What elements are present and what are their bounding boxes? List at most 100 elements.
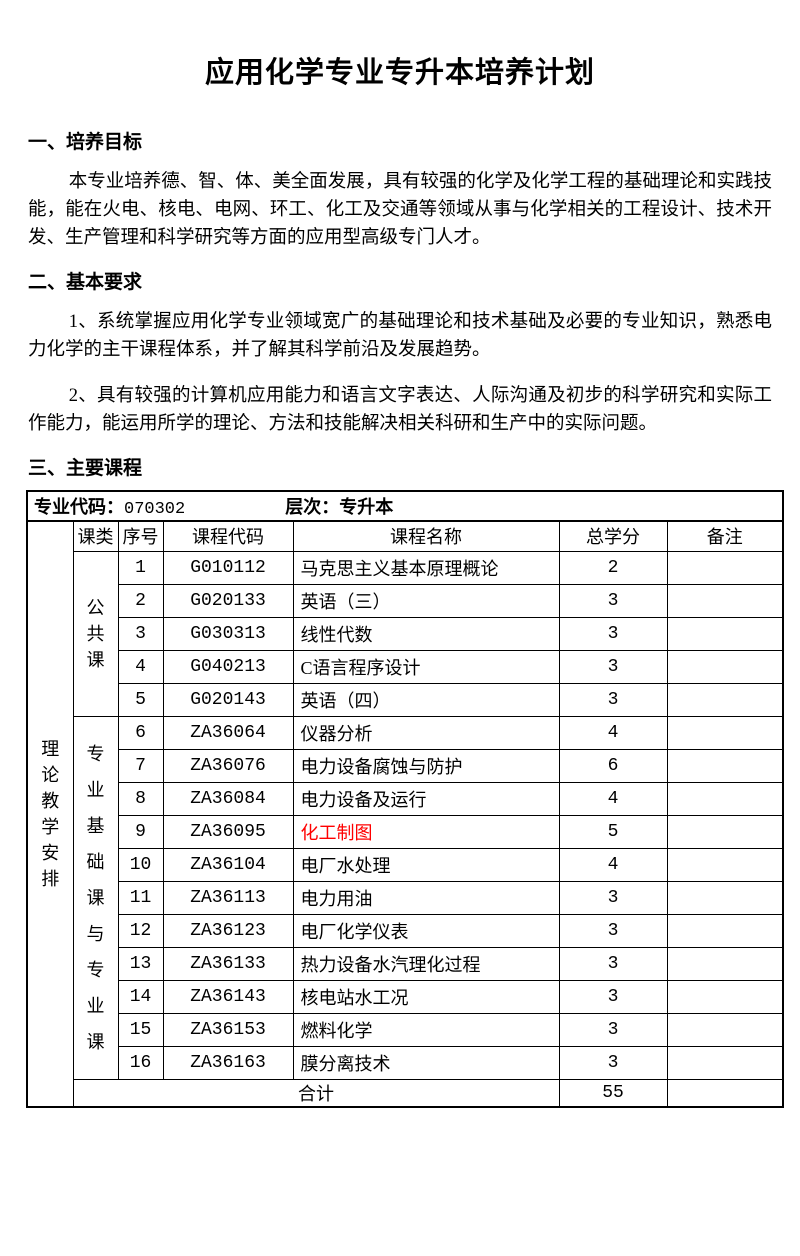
course-credits: 3 [558, 1045, 668, 1080]
course-row: 16 ZA36163 膜分离技术 3 [27, 1045, 784, 1080]
course-credits: 3 [558, 979, 668, 1014]
course-no: 2 [117, 583, 164, 618]
course-no: 7 [117, 748, 164, 783]
major-code-label: 专业代码： [34, 497, 124, 517]
paragraph-requirement-2: 2、具有较强的计算机应用能力和语言文字表达、人际沟通及初步的科学研究和实际工作能… [28, 386, 772, 434]
course-no: 4 [117, 649, 164, 684]
course-remark [666, 1012, 784, 1047]
course-code: ZA36143 [162, 979, 294, 1014]
course-remark [666, 781, 784, 816]
course-name: 电力设备及运行 [292, 781, 560, 816]
course-no: 9 [117, 814, 164, 849]
table-meta-row: 专业代码：070302 层次：专升本 [26, 490, 784, 522]
course-row: 3 G030313 线性代数 3 [27, 616, 784, 651]
course-plan-table: 专业代码：070302 层次：专升本 理论教学安排 课类 序号 课程代码 课程名称… [26, 490, 785, 1108]
course-code: ZA36084 [162, 781, 294, 816]
course-code: ZA36153 [162, 1012, 294, 1047]
course-row: 8 ZA36084 电力设备及运行 4 [27, 781, 784, 816]
course-name: C语言程序设计 [292, 649, 560, 684]
course-name: 线性代数 [292, 616, 560, 651]
course-code: G030313 [162, 616, 294, 651]
course-code: ZA36064 [162, 715, 294, 750]
course-name: 英语（四） [292, 682, 560, 717]
course-no: 3 [117, 616, 164, 651]
course-row: 专业基础课与专业课 6 ZA36064 仪器分析 4 [27, 715, 784, 1080]
course-credits: 3 [558, 1012, 668, 1047]
course-credits: 3 [558, 583, 668, 618]
course-name: 仪器分析 [292, 715, 560, 750]
total-remark [666, 1078, 784, 1107]
course-code: ZA36113 [162, 880, 294, 915]
course-credits: 6 [558, 748, 668, 783]
level-label: 层次： [285, 497, 340, 517]
section-heading-training-goal: 一、培养目标 [28, 132, 143, 153]
paragraph-requirement-1: 1、系统掌握应用化学专业领域宽广的基础理论和技术基础及必要的专业知识，熟悉电力化… [28, 312, 772, 360]
col-header-course-name: 课程名称 [292, 520, 560, 552]
major-code-value: 070302 [124, 500, 186, 519]
total-credits: 55 [558, 1078, 668, 1107]
course-name: 核电站水工况 [292, 979, 560, 1014]
course-row: 7 ZA36076 电力设备腐蚀与防护 6 [27, 748, 784, 783]
course-remark [666, 616, 784, 651]
course-name: 电厂水处理 [292, 847, 560, 882]
course-credits: 2 [558, 550, 668, 585]
course-credits: 5 [558, 814, 668, 849]
course-row: 11 ZA36113 电力用油 3 [27, 880, 784, 915]
course-remark [666, 880, 784, 915]
section-heading-main-courses: 三、主要课程 [28, 458, 143, 479]
course-credits: 3 [558, 616, 668, 651]
course-remark [666, 814, 784, 849]
course-remark [666, 550, 784, 585]
course-row: 15 ZA36153 燃料化学 3 [27, 1012, 784, 1047]
course-code: ZA36104 [162, 847, 294, 882]
course-no: 11 [117, 880, 164, 915]
course-remark [666, 847, 784, 882]
course-no: 6 [117, 715, 164, 750]
course-credits: 4 [558, 715, 668, 750]
course-name: 化工制图 [292, 814, 560, 849]
col-header-serial-number: 序号 [117, 520, 164, 552]
course-row: 9 ZA36095 化工制图 5 [27, 814, 784, 849]
course-name: 膜分离技术 [292, 1045, 560, 1080]
col-header-course-class: 课类 [72, 520, 119, 552]
course-code: G020143 [162, 682, 294, 717]
level-value: 专升本 [339, 497, 394, 517]
course-no: 14 [117, 979, 164, 1014]
course-remark [666, 946, 784, 981]
course-credits: 3 [558, 649, 668, 684]
course-code: G010112 [162, 550, 294, 585]
table-header-row: 理论教学安排 课类 序号 课程代码 课程名称 总学分 备注 [26, 520, 784, 1107]
course-name: 热力设备水汽理化过程 [292, 946, 560, 981]
course-code: G040213 [162, 649, 294, 684]
total-label: 合计 [72, 1078, 560, 1107]
course-name: 马克思主义基本原理概论 [292, 550, 560, 585]
course-code: ZA36123 [162, 913, 294, 948]
course-credits: 4 [558, 781, 668, 816]
course-name: 电力设备腐蚀与防护 [292, 748, 560, 783]
course-row: 2 G020133 英语（三） 3 [27, 583, 784, 618]
course-credits: 4 [558, 847, 668, 882]
course-code: ZA36095 [162, 814, 294, 849]
course-row: 13 ZA36133 热力设备水汽理化过程 3 [27, 946, 784, 981]
course-credits: 3 [558, 946, 668, 981]
course-name: 电厂化学仪表 [292, 913, 560, 948]
course-remark [666, 979, 784, 1014]
course-no: 16 [117, 1045, 164, 1080]
section-heading-basic-requirements: 二、基本要求 [28, 272, 143, 293]
course-row: 10 ZA36104 电厂水处理 4 [27, 847, 784, 882]
course-credits: 3 [558, 682, 668, 717]
course-no: 13 [117, 946, 164, 981]
course-row: 4 G040213 C语言程序设计 3 [27, 649, 784, 684]
course-code: ZA36076 [162, 748, 294, 783]
course-remark [666, 913, 784, 948]
course-remark [666, 715, 784, 750]
course-remark [666, 682, 784, 717]
course-code: G020133 [162, 583, 294, 618]
course-credits: 3 [558, 913, 668, 948]
course-no: 8 [117, 781, 164, 816]
row-group-label-theory-teaching: 理论教学安排 [26, 520, 74, 1107]
course-no: 5 [117, 682, 164, 717]
paragraph-training-goal: 本专业培养德、智、体、美全面发展，具有较强的化学及化学工程的基础理论和实践技能，… [28, 172, 772, 248]
col-header-total-credits: 总学分 [558, 520, 668, 552]
course-row: 公共课 1 G010112 马克思主义基本原理概论 2 [27, 550, 784, 717]
